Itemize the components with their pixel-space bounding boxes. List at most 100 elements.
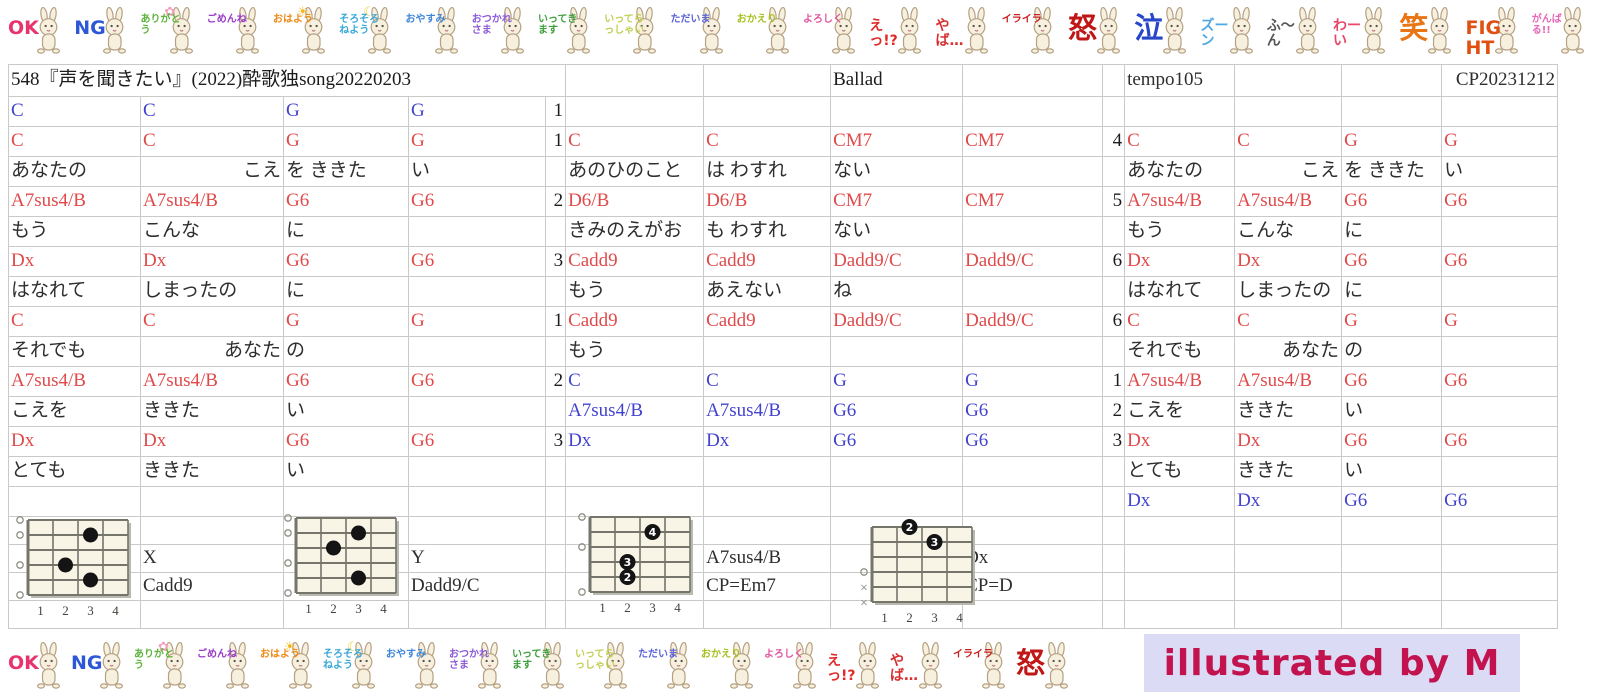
- lyric-cell: ききた: [1234, 456, 1343, 487]
- cell: [962, 516, 1104, 545]
- sticker-label: やば…: [935, 18, 964, 49]
- cell: [140, 516, 284, 545]
- cell: [830, 456, 964, 487]
- chord-cell: C: [1234, 126, 1343, 157]
- cell: [962, 64, 1104, 97]
- sticker-label: イライラ: [1001, 14, 1042, 25]
- cp-cell: CP20231212: [1441, 64, 1559, 97]
- rabbit-icon: [964, 6, 988, 54]
- chord-cell: G: [283, 126, 409, 157]
- chord-cell: A7sus4/B: [140, 366, 284, 397]
- chord-cell: Cadd9: [565, 246, 705, 277]
- sticker-label: 怒: [1016, 646, 1046, 680]
- rabbit-icon: [792, 641, 817, 689]
- sticker: NG: [74, 5, 134, 57]
- chord-cell: G6: [408, 426, 546, 457]
- rabbit-icon: [162, 641, 187, 689]
- bar-number-cell: 3: [544, 246, 567, 277]
- sticker: NG: [71, 640, 131, 692]
- sticker-label: 泣: [1134, 11, 1164, 45]
- lyric-cell: い: [283, 396, 409, 427]
- chord-cell: G6: [283, 186, 409, 217]
- lyric-cell: い: [1341, 456, 1443, 487]
- chord-cell: Dx: [140, 426, 284, 457]
- cell: [408, 216, 546, 247]
- sticker-label: ごめんね: [206, 14, 247, 25]
- lyric-cell: も わすれ: [703, 216, 832, 247]
- lyric-cell: もう: [1124, 216, 1236, 247]
- svg-text:1: 1: [37, 603, 44, 618]
- cell: [565, 96, 705, 127]
- bar-number-cell: 1: [1102, 366, 1126, 397]
- cell: [1441, 336, 1559, 367]
- cell: [703, 486, 832, 517]
- cell: [1441, 396, 1559, 427]
- bar-number-cell: 2: [544, 366, 567, 397]
- table-row: [8, 516, 1559, 545]
- cell: [1341, 600, 1443, 629]
- chord-cell: Dadd9/C: [830, 246, 964, 277]
- sticker: ごめんね: [197, 640, 257, 692]
- cell: [1341, 64, 1443, 97]
- rabbit-icon: [36, 6, 61, 54]
- sticker-label: よろしく: [764, 649, 804, 660]
- chord-cell: A7sus4/B: [1124, 366, 1236, 397]
- chord-cell: C: [1124, 306, 1236, 337]
- sticker-label: ごめんね: [197, 649, 237, 660]
- bar-number-cell: 1: [544, 96, 567, 127]
- chord-table: 548『声を聞きたい』(2022)酔歌独song20220203 Ballad …: [7, 64, 1559, 629]
- cell: [1102, 572, 1126, 601]
- chord-cell: C: [565, 126, 705, 157]
- sticker-label: おかえり: [736, 14, 777, 25]
- table-row: C C G G 1 Cadd9 Cadd9 Dadd9/C Dadd9/C 6 C C G G: [8, 306, 1559, 337]
- sticker: ありがとう ✿: [134, 640, 194, 692]
- lyric-cell: こえ: [1234, 156, 1343, 187]
- cell: [1102, 600, 1126, 629]
- lyric-cell: ない: [830, 156, 964, 187]
- rabbit-icon: [1030, 6, 1054, 54]
- chord-cell: CM7: [962, 186, 1104, 217]
- chord-cell: G6: [1441, 186, 1559, 217]
- table-row: Dx Dx G6 G6: [8, 486, 1559, 517]
- rabbit-icon: [99, 641, 124, 689]
- rabbit-icon: [540, 641, 565, 689]
- chord-cell: CM7: [962, 126, 1104, 157]
- cell: [962, 600, 1104, 629]
- cell: [408, 396, 546, 427]
- sticker: おやすみ: [406, 5, 466, 57]
- diagram-variant-label: Y: [408, 544, 546, 573]
- sticker: そろそろねよう ☾: [339, 5, 399, 57]
- chord-cell: Dadd9/C: [962, 246, 1104, 277]
- cell: [1341, 544, 1443, 573]
- chord-cell: Dx: [1124, 486, 1236, 517]
- sticker: ただいま: [671, 5, 731, 57]
- chord-cell: Dx: [1124, 246, 1236, 277]
- rabbit-icon: [368, 6, 392, 54]
- cell: [140, 486, 284, 517]
- cell: [1124, 96, 1236, 127]
- sticker-label: おかえり: [701, 649, 741, 660]
- rabbit-icon: [1044, 641, 1069, 689]
- sticker-label: いってきます: [512, 649, 552, 671]
- sticker-label: 笑: [1399, 11, 1429, 45]
- diagram-variant-label: A7sus4/B: [703, 544, 832, 573]
- svg-text:4: 4: [649, 526, 657, 539]
- bar-number-cell: 1: [544, 126, 567, 157]
- cell: [830, 486, 964, 517]
- tempo-cell: tempo105: [1124, 64, 1236, 97]
- bar-number-cell: 3: [544, 426, 567, 457]
- lyric-cell: もう: [565, 276, 705, 307]
- cell: [962, 96, 1104, 127]
- sticker-label: おつかれさま: [471, 14, 512, 36]
- chord-cell: G: [408, 126, 546, 157]
- sticker-label: いってらっしゃい: [604, 14, 645, 36]
- song-title: 548『声を聞きたい』(2022)酔歌独song20220203: [7, 64, 567, 97]
- lyric-cell: に: [283, 276, 409, 307]
- chord-cell: A7sus4/B: [140, 186, 284, 217]
- cell: [1234, 64, 1343, 97]
- sticker: イライラ: [953, 640, 1013, 692]
- table-row: Dx Dx G6 G6 3 Cadd9 Cadd9 Dadd9/C Dadd9/C 6 Dx Dx G6…: [8, 246, 1559, 277]
- table-row: [8, 600, 1559, 629]
- sticker-label: おやすみ: [386, 649, 426, 660]
